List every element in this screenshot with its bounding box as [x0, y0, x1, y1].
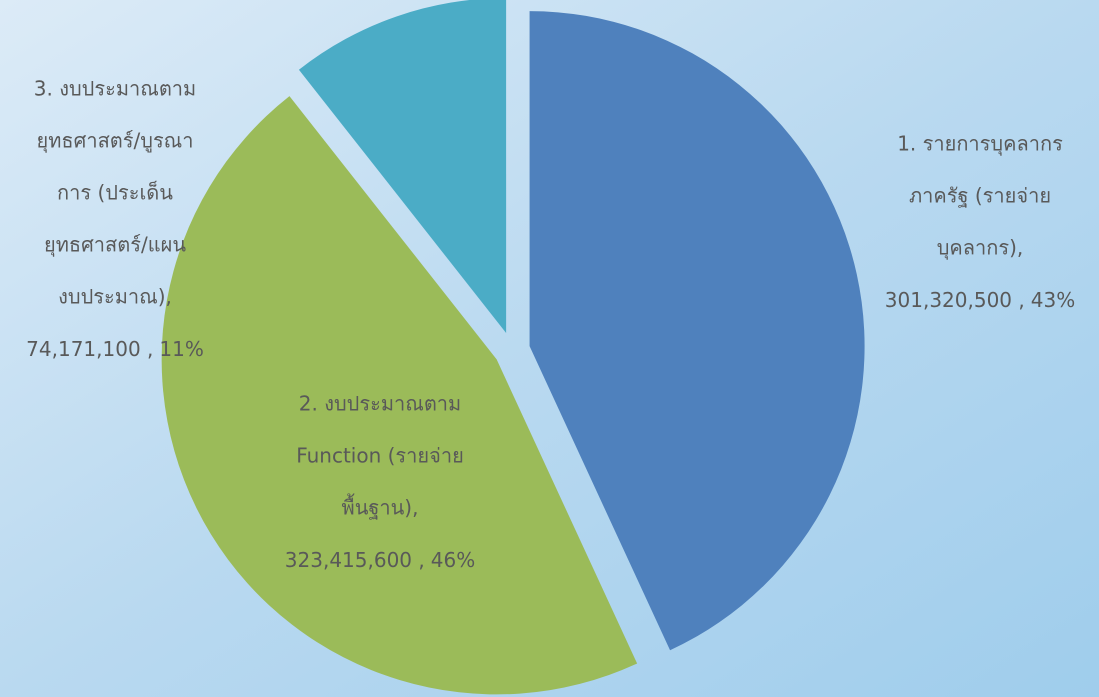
percent-label: 43% [1031, 288, 1075, 312]
pie-slice [529, 11, 865, 651]
pie-slice [161, 96, 638, 695]
value-label: 323,415,600 , [285, 548, 425, 572]
slice-label: การ (ประเด็น [57, 180, 173, 205]
slice-value-label: 301,320,500 , 43% [885, 288, 1075, 312]
slice-label: 3. งบประมาณตาม [34, 77, 196, 101]
slice-label: ภาครัฐ (รายจ่าย [909, 184, 1051, 208]
slice-label: 1. รายการบุคลากร [897, 132, 1063, 157]
slice-label: Function (รายจ่าย [296, 444, 464, 468]
percent-label: 11% [159, 337, 203, 361]
value-label: 74,171,100 , [26, 337, 153, 361]
pie-slice [298, 0, 507, 333]
slice-label: 2. งบประมาณตาม [299, 392, 461, 416]
slice-label: ยุทธศาสตร์/แผน [44, 233, 186, 258]
slice-label: บุคลากร), [937, 236, 1024, 261]
value-label: 301,320,500 , [885, 288, 1025, 312]
slice-value-label: 323,415,600 , 46% [285, 548, 475, 572]
percent-label: 46% [431, 548, 475, 572]
slice-label: ยุทธศาสตร์/บูรณา [37, 129, 194, 154]
slices [161, 0, 865, 695]
slice-label: พื้นฐาน), [342, 494, 419, 520]
slice-value-label: 74,171,100 , 11% [26, 337, 204, 361]
slice-label: งบประมาณ), [58, 285, 172, 309]
